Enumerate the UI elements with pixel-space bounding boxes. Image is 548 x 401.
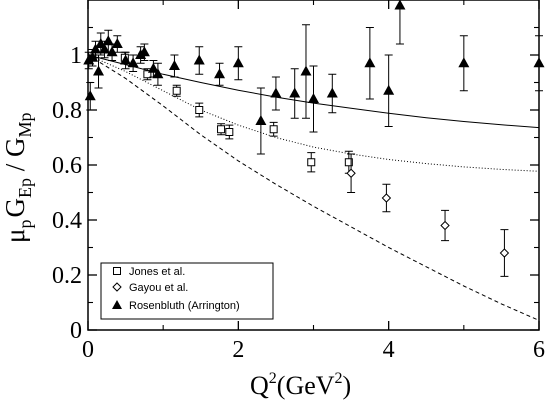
legend-marker-square [113,267,121,275]
point-rosenbluth [214,68,226,79]
point-rosenbluth [152,68,164,79]
point-rosenbluth [127,57,139,68]
point-gayou [440,220,450,231]
y-tick-label: 0.4 [52,208,82,234]
x-axis-unit-open: (GeV [277,371,335,400]
x-tick-label: 0 [82,337,94,363]
point-jones [269,125,278,134]
point-gayou [499,248,510,258]
data-points [83,0,545,277]
curve-dotted [87,54,540,172]
point-rosenbluth [93,65,105,76]
legend-label-jones: Jones et al. [129,266,185,278]
point-gayou [381,193,392,203]
y-axis-g2-sub: Mp [15,112,35,137]
y-axis-title: μpGEp / GMp [0,112,35,243]
y-axis-mu-sub: p [15,220,35,229]
point-rosenbluth [326,87,338,98]
point-rosenbluth [289,87,301,98]
x-tick-label: 4 [383,337,395,363]
point-rosenbluth [147,62,159,73]
point-rosenbluth [84,90,96,101]
point-jones [143,70,152,79]
x-axis-unit-sup: 2 [335,370,343,387]
x-tick-label: 2 [232,337,244,363]
legend-box [100,262,274,320]
point-rosenbluth [364,57,376,68]
point-jones [217,125,226,134]
point-jones [344,158,353,167]
point-rosenbluth [394,0,406,10]
legend-marker-triangle [112,300,122,309]
point-jones [307,158,316,167]
point-rosenbluth [168,60,180,70]
y-axis-g1: G [0,198,30,218]
point-rosenbluth [193,54,205,65]
point-rosenbluth [255,115,267,125]
point-jones [195,106,204,114]
point-rosenbluth [232,57,244,68]
x-axis-q-sup: 2 [269,370,277,387]
y-tick-label: 0.2 [52,263,82,289]
point-rosenbluth [99,43,111,54]
x-axis-title: Q2(GeV2) [250,370,351,400]
legend: Jones et al. Gayou et al. Rosenbluth (Ar… [100,262,274,320]
y-tick-label: 0 [70,318,82,344]
point-rosenbluth [120,54,132,65]
point-rosenbluth [383,84,395,95]
x-axis-q: Q [250,371,269,400]
point-jones [225,128,234,136]
curve-dashed [87,54,540,321]
point-rosenbluth [458,57,470,68]
point-rosenbluth [106,46,118,57]
y-axis-g1-sub: Ep [15,178,35,198]
legend-marker-diamond [112,282,122,292]
point-rosenbluth [300,65,312,76]
point-rosenbluth [138,46,150,57]
y-axis-mu: μ [0,229,30,243]
legend-label-gayou: Gayou et al. [129,282,188,294]
y-tick-label: 0.8 [52,98,82,124]
y-tick-label: 1 [70,43,82,69]
axis-ticks: 0 2 4 6 0 0.2 0.4 0.6 0.8 1 [52,0,545,363]
y-axis-g2: G [0,138,30,158]
point-rosenbluth [102,35,114,46]
x-tick-label: 6 [533,337,545,363]
point-jones [172,86,181,95]
legend-label-rosenbluth: Rosenbluth (Arrington) [129,300,240,312]
point-rosenbluth [90,43,102,54]
point-rosenbluth [270,87,282,98]
y-axis-slash: / [0,157,30,178]
y-tick-label: 0.6 [52,153,82,179]
x-axis-unit-close: ) [343,371,352,400]
point-rosenbluth [308,93,319,103]
point-rosenbluth [111,38,123,48]
point-gayou [346,168,356,178]
point-rosenbluth [87,51,99,62]
